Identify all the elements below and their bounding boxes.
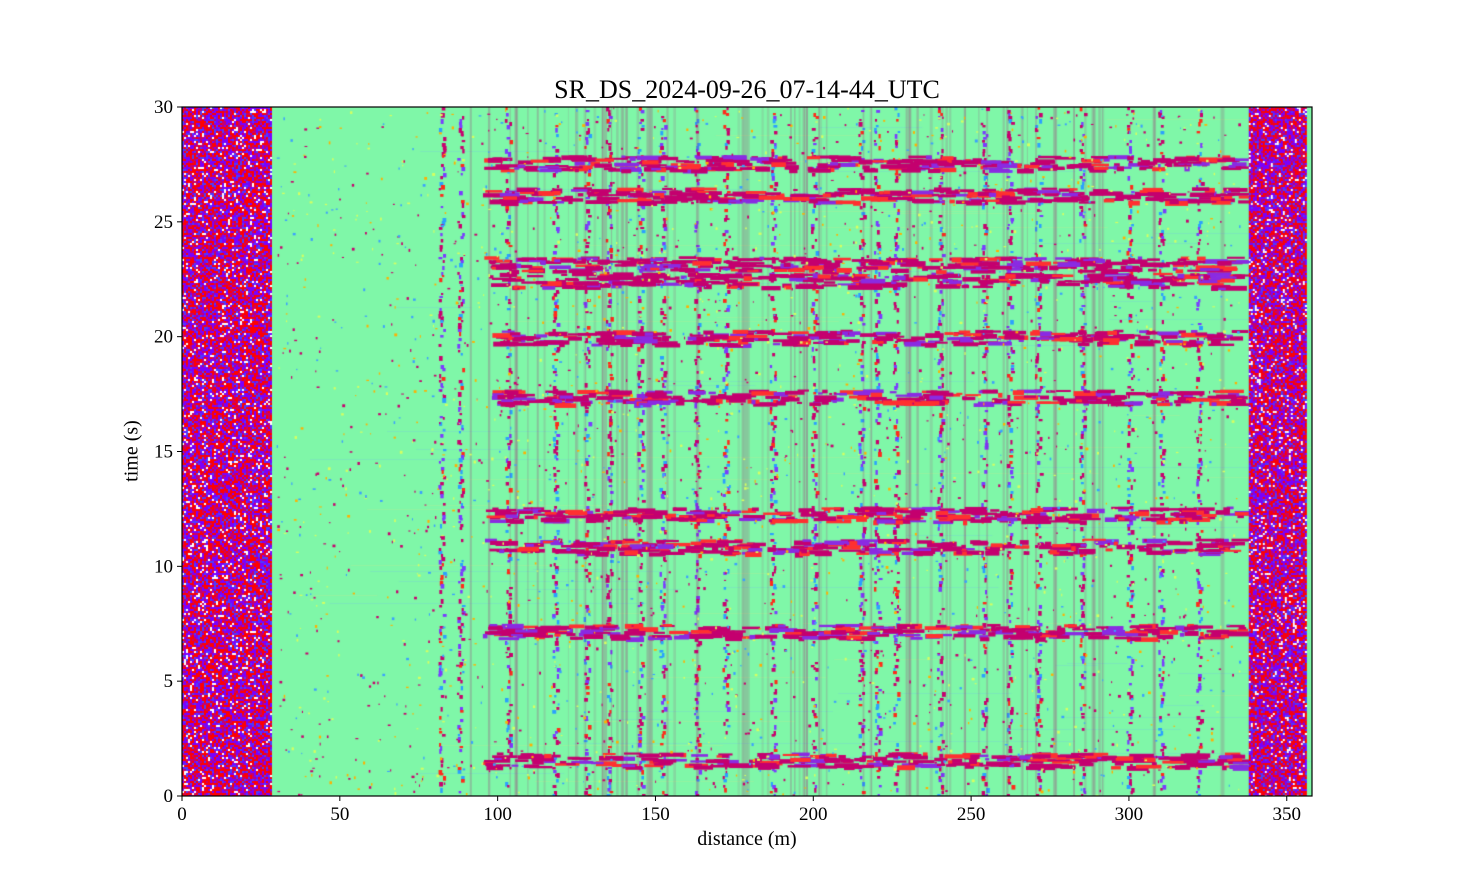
y-axis-label: time (s) xyxy=(120,420,143,482)
x-tick-label: 200 xyxy=(799,804,828,825)
y-tick-label: 10 xyxy=(154,556,173,577)
y-tick-label: 20 xyxy=(154,327,173,348)
x-tick-label: 150 xyxy=(641,804,670,825)
x-axis-label: distance (m) xyxy=(697,828,797,850)
y-tick-label: 0 xyxy=(164,786,174,807)
x-tick-label: 250 xyxy=(957,804,986,825)
x-tick-label: 50 xyxy=(330,804,349,825)
plot-frame xyxy=(181,106,1313,797)
x-tick-label: 350 xyxy=(1272,804,1301,825)
y-tick-label: 5 xyxy=(164,671,174,692)
x-tick-label: 0 xyxy=(177,804,187,825)
heatmap-image xyxy=(182,107,1312,796)
y-tick-label: 15 xyxy=(154,442,173,463)
y-tick-label: 25 xyxy=(154,212,173,233)
x-tick-label: 100 xyxy=(483,804,512,825)
x-axis: 0 50 100 150 200 250 300 350 xyxy=(177,796,1301,825)
chart-title: SR_DS_2024-09-26_07-14-44_UTC xyxy=(554,75,940,104)
y-tick-label: 30 xyxy=(154,97,173,118)
y-axis: 0 5 10 15 20 25 30 xyxy=(154,97,182,807)
x-tick-label: 300 xyxy=(1115,804,1144,825)
